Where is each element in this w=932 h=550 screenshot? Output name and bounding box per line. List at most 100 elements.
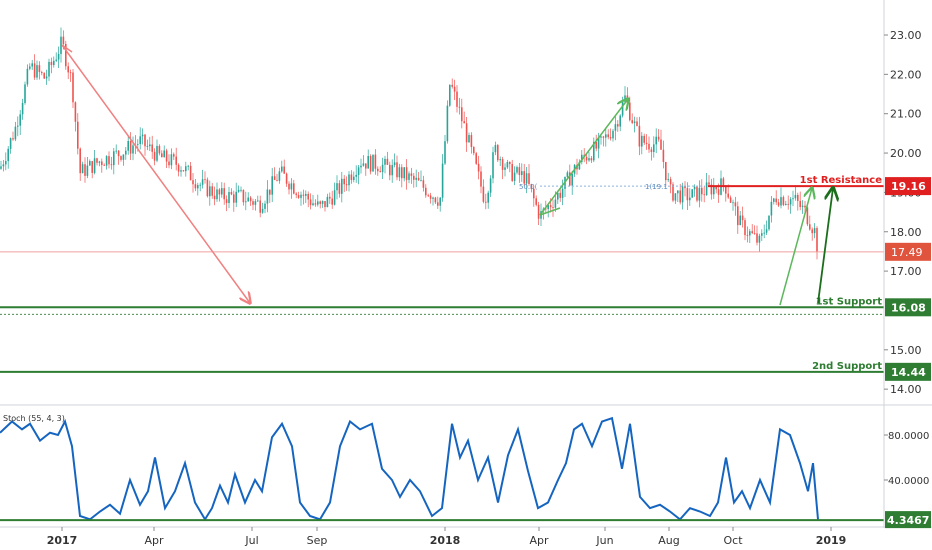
candle-body (405, 167, 408, 180)
candle-body (487, 192, 489, 203)
candle-body (211, 186, 213, 196)
level-price-box (885, 177, 931, 196)
candle-body (249, 197, 252, 202)
time-tick-label: 2017 (47, 534, 78, 547)
candle-body (653, 144, 655, 153)
candle-body (533, 188, 535, 199)
stoch-pane[interactable] (0, 416, 884, 522)
candle-body (775, 198, 777, 203)
candle-body (161, 153, 163, 158)
candle-body (41, 72, 43, 74)
candle-body (602, 136, 605, 138)
candle-body (799, 200, 801, 207)
candle-body (146, 146, 149, 147)
candle-body (218, 189, 221, 195)
candle-body (537, 204, 540, 219)
candle-body (813, 228, 816, 234)
candle-body (333, 190, 336, 205)
candle-body (247, 197, 249, 202)
candle-body (600, 136, 602, 138)
candle-body (792, 198, 794, 200)
candle-body (713, 186, 715, 195)
candle-body (336, 183, 338, 191)
candle-body (453, 86, 456, 92)
candle-body (213, 195, 216, 200)
candle-body (132, 145, 134, 154)
candle-body (302, 194, 305, 196)
drawing-arrow[interactable] (539, 99, 628, 216)
candle-body (782, 197, 785, 205)
candle-body (357, 167, 360, 175)
time-tick-label: Apr (144, 534, 164, 547)
candle-body (175, 156, 177, 165)
drawing-arrow[interactable] (779, 188, 812, 306)
stoch-axis[interactable]: 40.0000 80.0000 4.3467 (884, 431, 931, 529)
candle-body (233, 194, 235, 203)
candle-body (245, 201, 247, 203)
candle-body (343, 178, 345, 185)
candle-body (768, 215, 770, 230)
candle-body (300, 194, 302, 198)
candle-body (669, 179, 672, 185)
candle-body (482, 186, 485, 202)
candle-body (379, 171, 381, 173)
candle-body (530, 184, 533, 189)
candle-body (674, 193, 677, 201)
candle-body (307, 193, 309, 200)
drawing-arrow[interactable] (817, 188, 833, 304)
candle-body (122, 154, 125, 160)
price-axis[interactable]: 14.0015.0017.0018.0019.0020.0021.0022.00… (884, 29, 931, 396)
time-tick-label: Oct (723, 534, 743, 547)
candle-body (194, 184, 197, 189)
candle-body (458, 106, 461, 108)
candle-body (794, 194, 797, 199)
candle-body (566, 172, 569, 177)
candle-body (384, 158, 386, 165)
candle-body (57, 54, 60, 60)
candle-body (679, 190, 681, 203)
candle-body (125, 150, 127, 155)
candle-body (230, 192, 233, 195)
time-axis[interactable]: 2017 Apr Jul Sep 2018 Apr Jun Aug Oct 2019 (47, 527, 847, 547)
candle-body (643, 135, 645, 143)
candle-body (2, 164, 5, 167)
candle-body (561, 188, 564, 198)
candle-body (103, 164, 105, 166)
candle-body (55, 59, 57, 61)
candle-body (170, 154, 173, 166)
drawing-arrow[interactable] (61, 44, 250, 303)
stoch-current-label: 4.3467 (887, 514, 929, 527)
stoch-tick-label: 80.0000 (888, 431, 929, 442)
candle-body (415, 177, 417, 180)
drawing-arrow-tail (61, 44, 73, 53)
candle-body (434, 197, 437, 203)
level-price-box (885, 362, 931, 381)
candle-body (297, 194, 300, 198)
candle-body (504, 167, 506, 170)
candle-body (393, 162, 396, 166)
price-tick-label: 23.00 (890, 29, 922, 42)
candle-body (475, 153, 477, 164)
candle-body (206, 179, 209, 197)
price-pane[interactable]: 1st Resistance 1st Support 2nd Support 50.0… (0, 27, 884, 373)
candle-body (36, 65, 38, 78)
candle-body (168, 161, 170, 166)
candle-body (348, 174, 350, 186)
candle-body (590, 158, 593, 161)
candle-body (689, 197, 691, 201)
candle-body (81, 164, 84, 174)
candle-body (309, 199, 312, 206)
candle-body (108, 156, 110, 165)
candle-body (552, 207, 554, 208)
candle-body (665, 161, 667, 181)
candle-body (746, 235, 749, 236)
candle-body (456, 91, 458, 107)
candle-body (259, 200, 261, 213)
candle-body (518, 167, 521, 176)
candle-body (26, 68, 29, 85)
candle-body (523, 171, 525, 184)
candle-body (607, 134, 609, 138)
candle-body (605, 134, 607, 138)
candle-body (24, 84, 26, 104)
